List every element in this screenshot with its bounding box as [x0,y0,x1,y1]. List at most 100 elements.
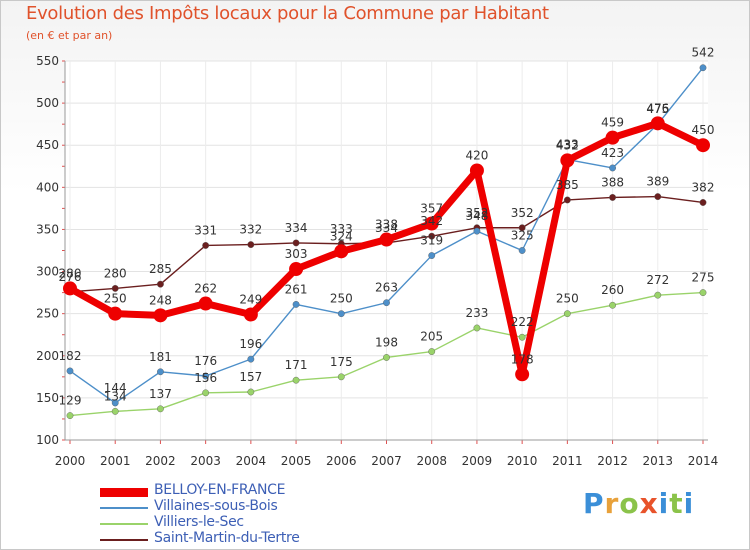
data-label: 324 [330,229,353,243]
data-label: 275 [692,271,715,285]
data-point [111,284,119,292]
data-label: 144 [104,381,127,395]
data-point [334,244,349,259]
y-tick-label: 150 [36,391,59,405]
legend-label: Saint-Martin-du-Tertre [154,530,300,546]
data-point [428,232,436,240]
data-point [515,367,530,382]
data-point [560,153,575,168]
x-tick-label: 2009 [462,454,493,468]
data-label: 248 [149,293,172,307]
data-point [650,116,665,131]
x-tick-label: 2012 [597,454,628,468]
data-label: 423 [601,146,624,160]
proxiti-logo: Proxiti [583,487,694,520]
data-point [63,281,77,296]
data-label: 475 [646,102,669,116]
data-point [157,368,164,376]
legend-swatch [100,507,148,509]
data-point [699,289,707,297]
data-point [518,224,526,232]
y-tick-label: 450 [36,138,59,152]
chart-subtitle: (en € et par an) [26,29,113,42]
data-label: 250 [104,292,127,306]
data-label: 385 [556,178,579,192]
x-tick-label: 2005 [281,454,312,468]
data-point [609,194,616,201]
x-tick-label: 2013 [643,454,674,468]
y-tick-label: 400 [36,180,59,194]
data-point [292,301,300,308]
data-label: 332 [239,223,262,237]
data-label: 433 [556,138,579,152]
data-label: 382 [692,180,715,194]
data-point [202,372,210,380]
y-tick-label: 500 [36,96,59,110]
data-label: 250 [556,292,579,306]
data-label: 261 [285,282,308,296]
data-point [469,163,484,178]
y-tick-label: 250 [36,307,59,321]
logo-letter: r [604,487,620,520]
data-point [383,354,390,361]
data-point [247,388,255,396]
data-point [111,399,119,407]
data-label: 450 [692,123,715,137]
data-label: 171 [285,358,308,372]
data-label: 249 [239,293,262,307]
data-point [383,299,390,307]
data-label: 420 [465,148,488,162]
data-label: 331 [194,223,217,237]
data-label: 157 [239,370,262,384]
logo-letter: o [619,487,640,520]
data-point [563,310,571,318]
y-tick-label: 350 [36,222,59,236]
data-point [518,333,526,341]
data-label: 181 [149,350,172,364]
data-label: 352 [465,206,488,220]
data-label: 129 [59,394,82,408]
data-point [153,308,168,323]
data-point [157,280,164,288]
data-point [473,324,481,332]
data-point [696,138,710,153]
data-point [337,373,345,381]
data-point [654,291,662,299]
data-label: 250 [330,292,353,306]
logo-letter: x [639,487,659,520]
data-label: 260 [601,283,624,297]
logo-letter: i [658,487,670,520]
logo-letter: P [583,487,605,520]
data-point [157,405,164,413]
x-tick-label: 2008 [416,454,447,468]
x-tick-label: 2000 [55,454,86,468]
data-point [292,239,300,247]
data-label: 338 [375,218,398,232]
data-label: 176 [194,354,217,368]
data-point [111,407,119,415]
data-label: 303 [285,247,308,261]
data-point [428,348,436,355]
data-label: 272 [646,273,669,287]
data-label: 198 [375,335,398,349]
x-tick-label: 2011 [552,454,583,468]
data-label: 333 [330,222,353,236]
data-label: 319 [420,234,443,248]
data-label: 262 [194,282,217,296]
x-tick-label: 2001 [100,454,131,468]
data-point [379,232,394,247]
data-label: 357 [420,202,443,216]
x-tick-label: 2004 [236,454,267,468]
data-label: 134 [104,389,127,403]
data-label: 285 [149,262,172,276]
logo-letter: t [669,487,684,520]
data-point [518,247,526,254]
data-label: 334 [285,221,308,235]
data-point [654,193,662,200]
data-label: 233 [465,306,488,320]
data-point [473,227,481,235]
data-point [605,130,620,145]
data-label: 342 [420,214,443,228]
data-point [699,64,707,72]
data-point [247,355,255,363]
